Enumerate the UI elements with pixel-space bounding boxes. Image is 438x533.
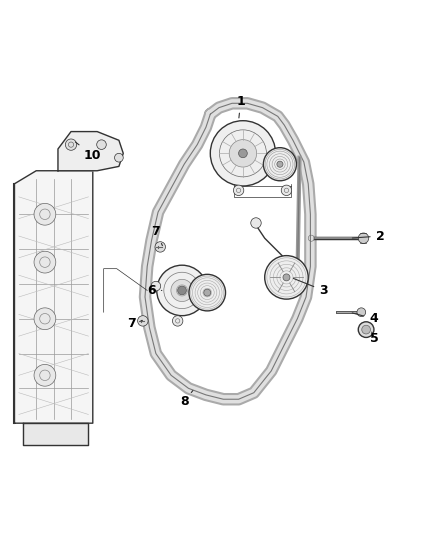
Text: 5: 5 [371, 332, 379, 345]
Polygon shape [14, 171, 93, 423]
Circle shape [358, 233, 369, 244]
Text: 10: 10 [75, 142, 102, 162]
Circle shape [189, 274, 226, 311]
Circle shape [173, 316, 183, 326]
Circle shape [97, 140, 106, 149]
Circle shape [277, 161, 283, 167]
Circle shape [251, 218, 261, 228]
Circle shape [151, 281, 161, 291]
Circle shape [357, 308, 366, 317]
Circle shape [263, 148, 297, 181]
Circle shape [138, 316, 148, 326]
Text: 7: 7 [127, 318, 142, 330]
Text: 7: 7 [152, 225, 162, 246]
Circle shape [65, 139, 77, 150]
Circle shape [229, 140, 257, 167]
Circle shape [34, 204, 56, 225]
Circle shape [358, 322, 374, 337]
Circle shape [171, 279, 193, 302]
Text: 2: 2 [352, 230, 385, 243]
Text: 3: 3 [293, 278, 328, 297]
Circle shape [155, 241, 166, 252]
Circle shape [281, 185, 292, 196]
Text: 1: 1 [237, 95, 245, 118]
Text: 8: 8 [180, 391, 193, 408]
Polygon shape [23, 423, 88, 445]
Circle shape [34, 251, 56, 273]
Circle shape [34, 365, 56, 386]
Circle shape [233, 185, 244, 196]
Circle shape [178, 286, 186, 295]
Text: 4: 4 [352, 312, 378, 325]
Circle shape [157, 265, 207, 316]
Circle shape [362, 325, 371, 334]
Circle shape [283, 274, 290, 281]
Circle shape [210, 120, 276, 186]
Circle shape [239, 149, 247, 158]
Circle shape [265, 256, 308, 299]
Circle shape [115, 154, 123, 162]
Polygon shape [58, 132, 123, 171]
Circle shape [204, 289, 211, 296]
Circle shape [34, 308, 56, 329]
Text: 6: 6 [147, 284, 162, 297]
